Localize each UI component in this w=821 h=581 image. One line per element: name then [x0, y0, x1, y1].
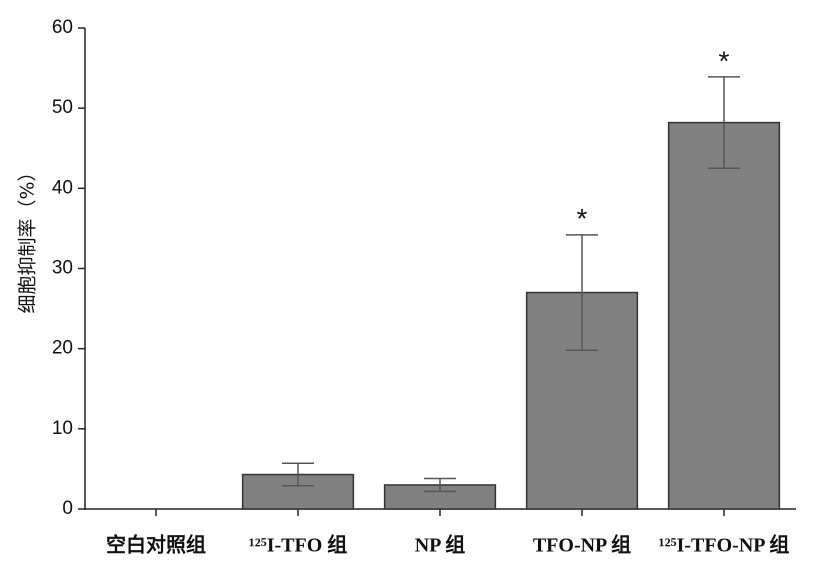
bar [667, 121, 781, 510]
x-tick-label: TFO-NP 组 [533, 533, 631, 557]
y-tick-label: 20 [52, 338, 73, 359]
x-tick-label: 空白对照组 [106, 533, 206, 557]
y-axis-label: 细胞抑制率（%） [17, 162, 39, 313]
significance-mark: * [577, 203, 588, 234]
y-tick-label: 60 [52, 17, 73, 38]
x-tick-label: ¹²⁵I-TFO-NP 组 [659, 533, 790, 557]
y-tick-label: 40 [52, 177, 73, 198]
significance-mark: * [719, 45, 730, 76]
y-tick-label: 30 [52, 258, 73, 279]
y-tick-label: 10 [52, 418, 73, 439]
y-tick-label: 0 [62, 498, 73, 519]
x-tick-label: NP 组 [415, 533, 466, 557]
x-tick-label: ¹²⁵I-TFO 组 [249, 533, 348, 557]
y-tick-label: 50 [52, 97, 73, 118]
